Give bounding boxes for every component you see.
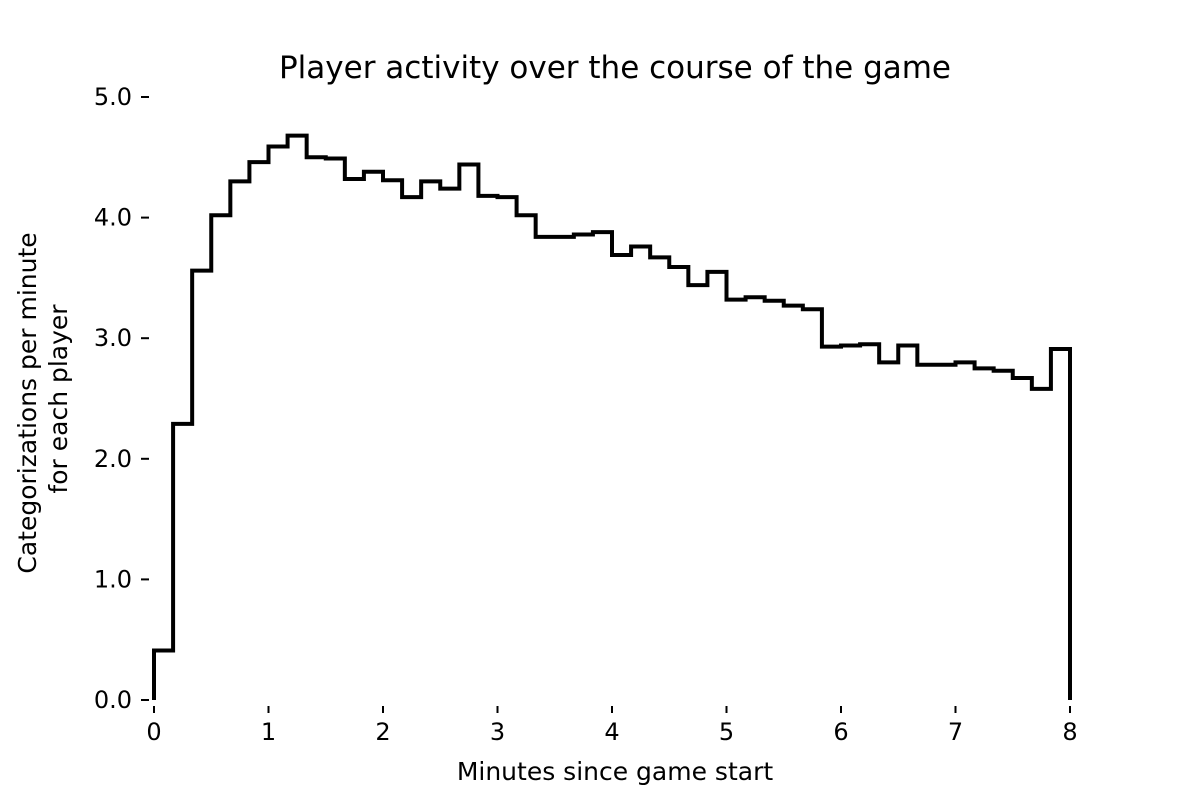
y-axis-ticks: 0.0 1.0 2.0 3.0 4.0 5.0 bbox=[94, 83, 149, 714]
x-tick-label: 4 bbox=[604, 718, 619, 746]
x-tick-label: 8 bbox=[1062, 718, 1077, 746]
x-tick-label: 3 bbox=[490, 718, 505, 746]
x-tick-label: 1 bbox=[261, 718, 276, 746]
y-tick-label: 1.0 bbox=[94, 565, 132, 593]
x-axis-ticks: 0 1 2 3 4 5 6 7 8 bbox=[146, 706, 1078, 746]
x-tick-label: 7 bbox=[948, 718, 963, 746]
x-axis-label: Minutes since game start bbox=[457, 757, 774, 786]
y-tick-label: 4.0 bbox=[94, 204, 132, 232]
activity-step-line bbox=[152, 133, 1072, 700]
y-axis-label-line-2: for each player bbox=[44, 304, 73, 494]
x-tick-label: 0 bbox=[146, 718, 161, 746]
y-tick-label: 2.0 bbox=[94, 445, 132, 473]
y-tick-label: 5.0 bbox=[94, 83, 132, 111]
y-axis-label-line-1: Categorizations per minute bbox=[13, 232, 42, 573]
y-axis-label: Categorizations per minute for each play… bbox=[13, 224, 73, 573]
y-tick-label: 0.0 bbox=[94, 686, 132, 714]
y-tick-label: 3.0 bbox=[94, 324, 132, 352]
chart-title: Player activity over the course of the g… bbox=[279, 50, 951, 86]
x-tick-label: 2 bbox=[375, 718, 390, 746]
x-tick-label: 6 bbox=[833, 718, 848, 746]
x-tick-label: 5 bbox=[719, 718, 734, 746]
